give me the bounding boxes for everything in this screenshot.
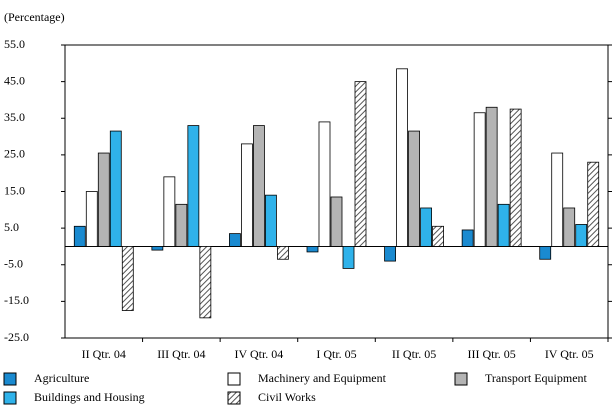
bar xyxy=(306,246,319,253)
bar xyxy=(121,246,134,311)
bar xyxy=(473,112,486,247)
bar xyxy=(587,161,600,247)
legend-swatch xyxy=(3,391,17,405)
bar xyxy=(420,207,432,247)
bar xyxy=(551,152,564,247)
bar xyxy=(342,246,355,269)
x-tick-label: IV Qtr. 04 xyxy=(235,347,284,361)
bar xyxy=(497,203,510,247)
bar xyxy=(509,108,522,247)
legend-label: Machinery and Equipment xyxy=(258,371,387,385)
y-tick-label: 15.0 xyxy=(4,183,25,197)
y-tick-label: 35.0 xyxy=(4,110,25,124)
bar xyxy=(575,224,588,247)
legend-label: Civil Works xyxy=(258,390,316,404)
legend-label: Buildings and Housing xyxy=(34,390,145,404)
y-tick-label: 25.0 xyxy=(4,147,25,161)
bar xyxy=(408,130,420,247)
y-tick-label: 5.0 xyxy=(4,220,19,234)
bar xyxy=(354,81,367,247)
y-tick-label: -15.0 xyxy=(4,293,29,307)
bar xyxy=(175,203,188,247)
bar xyxy=(277,246,289,260)
bar xyxy=(109,130,122,247)
bar xyxy=(163,176,176,247)
bar xyxy=(461,229,474,247)
bar xyxy=(265,194,277,247)
bar xyxy=(229,233,241,247)
y-tick-label: 55.0 xyxy=(4,37,25,51)
x-tick-label: III Qtr. 04 xyxy=(157,347,205,361)
bar xyxy=(97,152,110,247)
bar xyxy=(384,246,396,262)
bar xyxy=(73,225,86,247)
bar xyxy=(241,143,253,247)
legend-swatch xyxy=(3,372,17,386)
legend-swatch xyxy=(454,372,468,386)
x-tick-label: IV Qtr. 05 xyxy=(545,347,594,361)
bar xyxy=(151,246,164,251)
x-tick-label: II Qtr. 05 xyxy=(392,347,436,361)
bar xyxy=(485,106,498,247)
plot-frame xyxy=(64,44,609,339)
legend-label: Transport Equipment xyxy=(485,371,588,385)
x-tick-label: III Qtr. 05 xyxy=(467,347,515,361)
legend-swatch xyxy=(227,391,241,405)
y-axis-label: (Percentage) xyxy=(4,10,65,24)
y-tick-label: -25.0 xyxy=(4,330,29,344)
bar xyxy=(318,121,331,247)
bar xyxy=(432,225,444,247)
x-tick-label: II Qtr. 04 xyxy=(82,347,126,361)
legend-swatch xyxy=(227,372,241,386)
legend-label: Agriculture xyxy=(34,371,89,385)
bar xyxy=(199,246,212,319)
y-tick-label: 45.0 xyxy=(4,73,25,87)
bar xyxy=(330,196,343,247)
y-tick-label: -5.0 xyxy=(4,257,23,271)
bar xyxy=(563,207,576,247)
bar xyxy=(539,246,552,260)
bar xyxy=(396,68,408,247)
bar xyxy=(253,125,265,247)
x-tick-label: I Qtr. 05 xyxy=(316,347,356,361)
bar xyxy=(187,125,200,247)
bar xyxy=(85,191,98,247)
